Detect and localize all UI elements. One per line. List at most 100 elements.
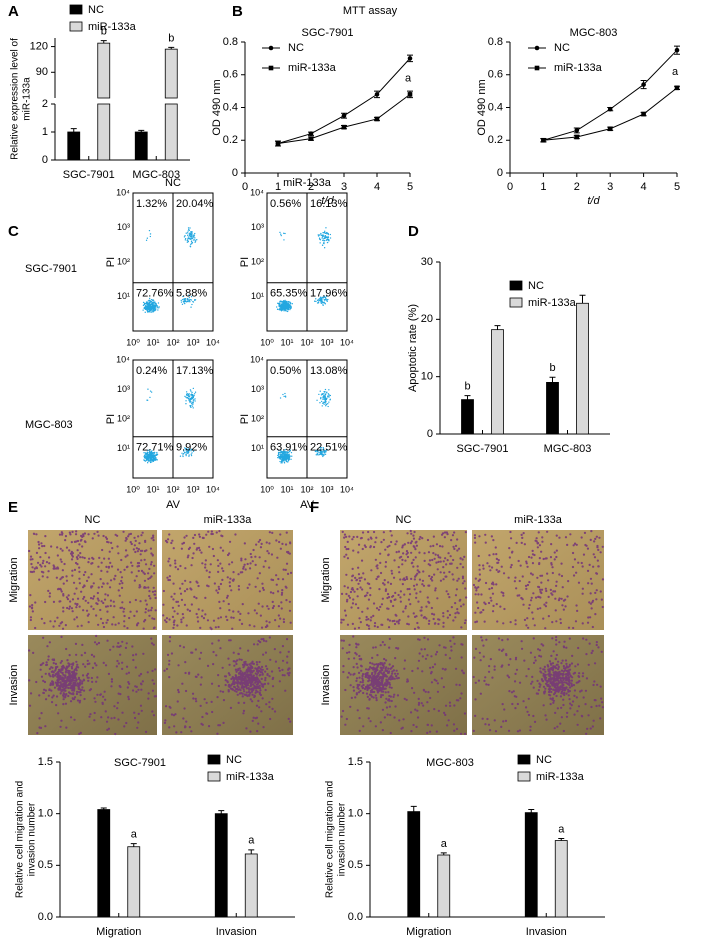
bar	[127, 846, 141, 918]
x-tick-label: 10¹	[280, 484, 293, 494]
x-tick-label: 3	[341, 181, 347, 193]
annotation: a	[131, 829, 138, 841]
annotation: b	[549, 362, 555, 374]
annotation: a	[405, 72, 412, 84]
legend-label: NC	[288, 42, 304, 54]
x-tick-label: 10³	[186, 484, 199, 494]
y-axis-label: PI	[239, 414, 251, 424]
y-tick-label: 120	[30, 40, 48, 52]
bar-lower	[97, 103, 111, 161]
chart-title: MGC-803	[570, 27, 618, 39]
x-tick-label: 10³	[320, 337, 333, 347]
y-tick-label: 10⁴	[250, 187, 264, 197]
x-tick-label: Invasion	[526, 926, 567, 938]
bar	[524, 812, 538, 918]
y-tick-label: 20	[421, 313, 433, 325]
x-tick-label: 0	[242, 181, 248, 193]
micrograph	[28, 635, 157, 735]
x-tick-label: SGC-7901	[63, 169, 115, 181]
y-tick-label: 0.4	[488, 101, 503, 113]
point	[341, 124, 347, 130]
legend-marker	[268, 45, 274, 51]
quadrant-value: 63.91%	[270, 442, 308, 454]
x-tick-label: 0	[507, 181, 513, 193]
x-tick-label: 2	[308, 181, 314, 193]
point	[407, 56, 413, 61]
x-tick-label: 10²	[166, 337, 179, 347]
error-bar	[100, 40, 107, 44]
y-tick-label: 0.0	[38, 911, 53, 923]
y-tick-label: 0	[497, 167, 503, 179]
micrograph	[472, 530, 604, 630]
series-line	[277, 93, 411, 145]
bar	[164, 48, 178, 99]
legend-label: miR-133a	[88, 21, 137, 33]
legend-label: miR-133a	[528, 297, 577, 309]
y-tick-label: 0.6	[223, 69, 238, 81]
x-tick-label: 10⁰	[260, 484, 274, 494]
micrograph	[472, 635, 604, 735]
stained-cells	[28, 634, 157, 736]
error-bar	[248, 849, 255, 854]
quadrant-value: 16.13%	[310, 198, 348, 210]
column-header: miR-133a	[283, 177, 332, 189]
y-tick-label: 10³	[117, 222, 130, 232]
bar	[437, 854, 451, 918]
row-label: Migration	[320, 557, 332, 602]
x-tick-label: 10²	[166, 484, 179, 494]
bar	[97, 809, 111, 918]
event-dots	[142, 227, 198, 313]
quadrant-value: 9.92%	[176, 442, 207, 454]
quadrant-value: 17.96%	[310, 288, 348, 300]
x-tick-label: 10⁴	[340, 484, 354, 494]
x-tick-label: 10⁴	[206, 337, 220, 347]
column-header: miR-133a	[204, 514, 253, 526]
bar	[576, 302, 589, 435]
bar	[134, 131, 148, 161]
row-label: Invasion	[8, 665, 20, 706]
y-tick-label: 30	[421, 256, 433, 268]
bar	[97, 42, 111, 99]
y-tick-label: 1.5	[38, 756, 53, 768]
y-tick-label: 0	[42, 154, 48, 166]
chart-title: MGC-803	[426, 757, 474, 769]
y-tick-label: 0	[427, 428, 433, 440]
y-axis-label: miR-133a	[22, 77, 33, 121]
x-tick-label: 5	[674, 181, 680, 193]
y-tick-label: 0.5	[348, 859, 363, 871]
error-bar	[579, 294, 586, 304]
y-axis-label: Apoptotic rate (%)	[407, 304, 419, 392]
point	[308, 131, 314, 136]
point	[308, 136, 314, 141]
quadrant-value: 0.50%	[270, 365, 301, 377]
annotation: b	[101, 25, 107, 37]
x-tick-label: 1	[275, 181, 281, 193]
quadrant-value: 5.88%	[176, 288, 207, 300]
stained-cells	[163, 636, 292, 735]
annotation: b	[464, 380, 470, 392]
chart-title: SGC-7901	[302, 27, 354, 39]
legend-marker	[534, 65, 540, 71]
x-tick-label: 5	[407, 181, 413, 193]
y-tick-label: 0.4	[223, 101, 238, 113]
quadrant-value: 72.76%	[136, 288, 174, 300]
legend-label: NC	[554, 42, 570, 54]
legend-label: miR-133a	[536, 771, 585, 783]
point	[641, 111, 646, 117]
x-tick-label: 10²	[300, 484, 313, 494]
panel-label: E	[8, 499, 18, 516]
stained-cells	[162, 530, 293, 631]
bar-lower	[164, 103, 178, 161]
bar	[546, 381, 559, 435]
legend-label: miR-133a	[226, 771, 275, 783]
x-tick-label: 10¹	[146, 484, 159, 494]
legend-label: NC	[88, 4, 104, 16]
row-label: Invasion	[320, 665, 332, 706]
x-axis-label: t/d	[321, 195, 334, 207]
bar	[554, 840, 568, 918]
bar	[67, 131, 81, 161]
y-tick-label: 10²	[251, 413, 264, 423]
bar	[491, 329, 504, 435]
y-tick-label: 10¹	[251, 443, 264, 453]
